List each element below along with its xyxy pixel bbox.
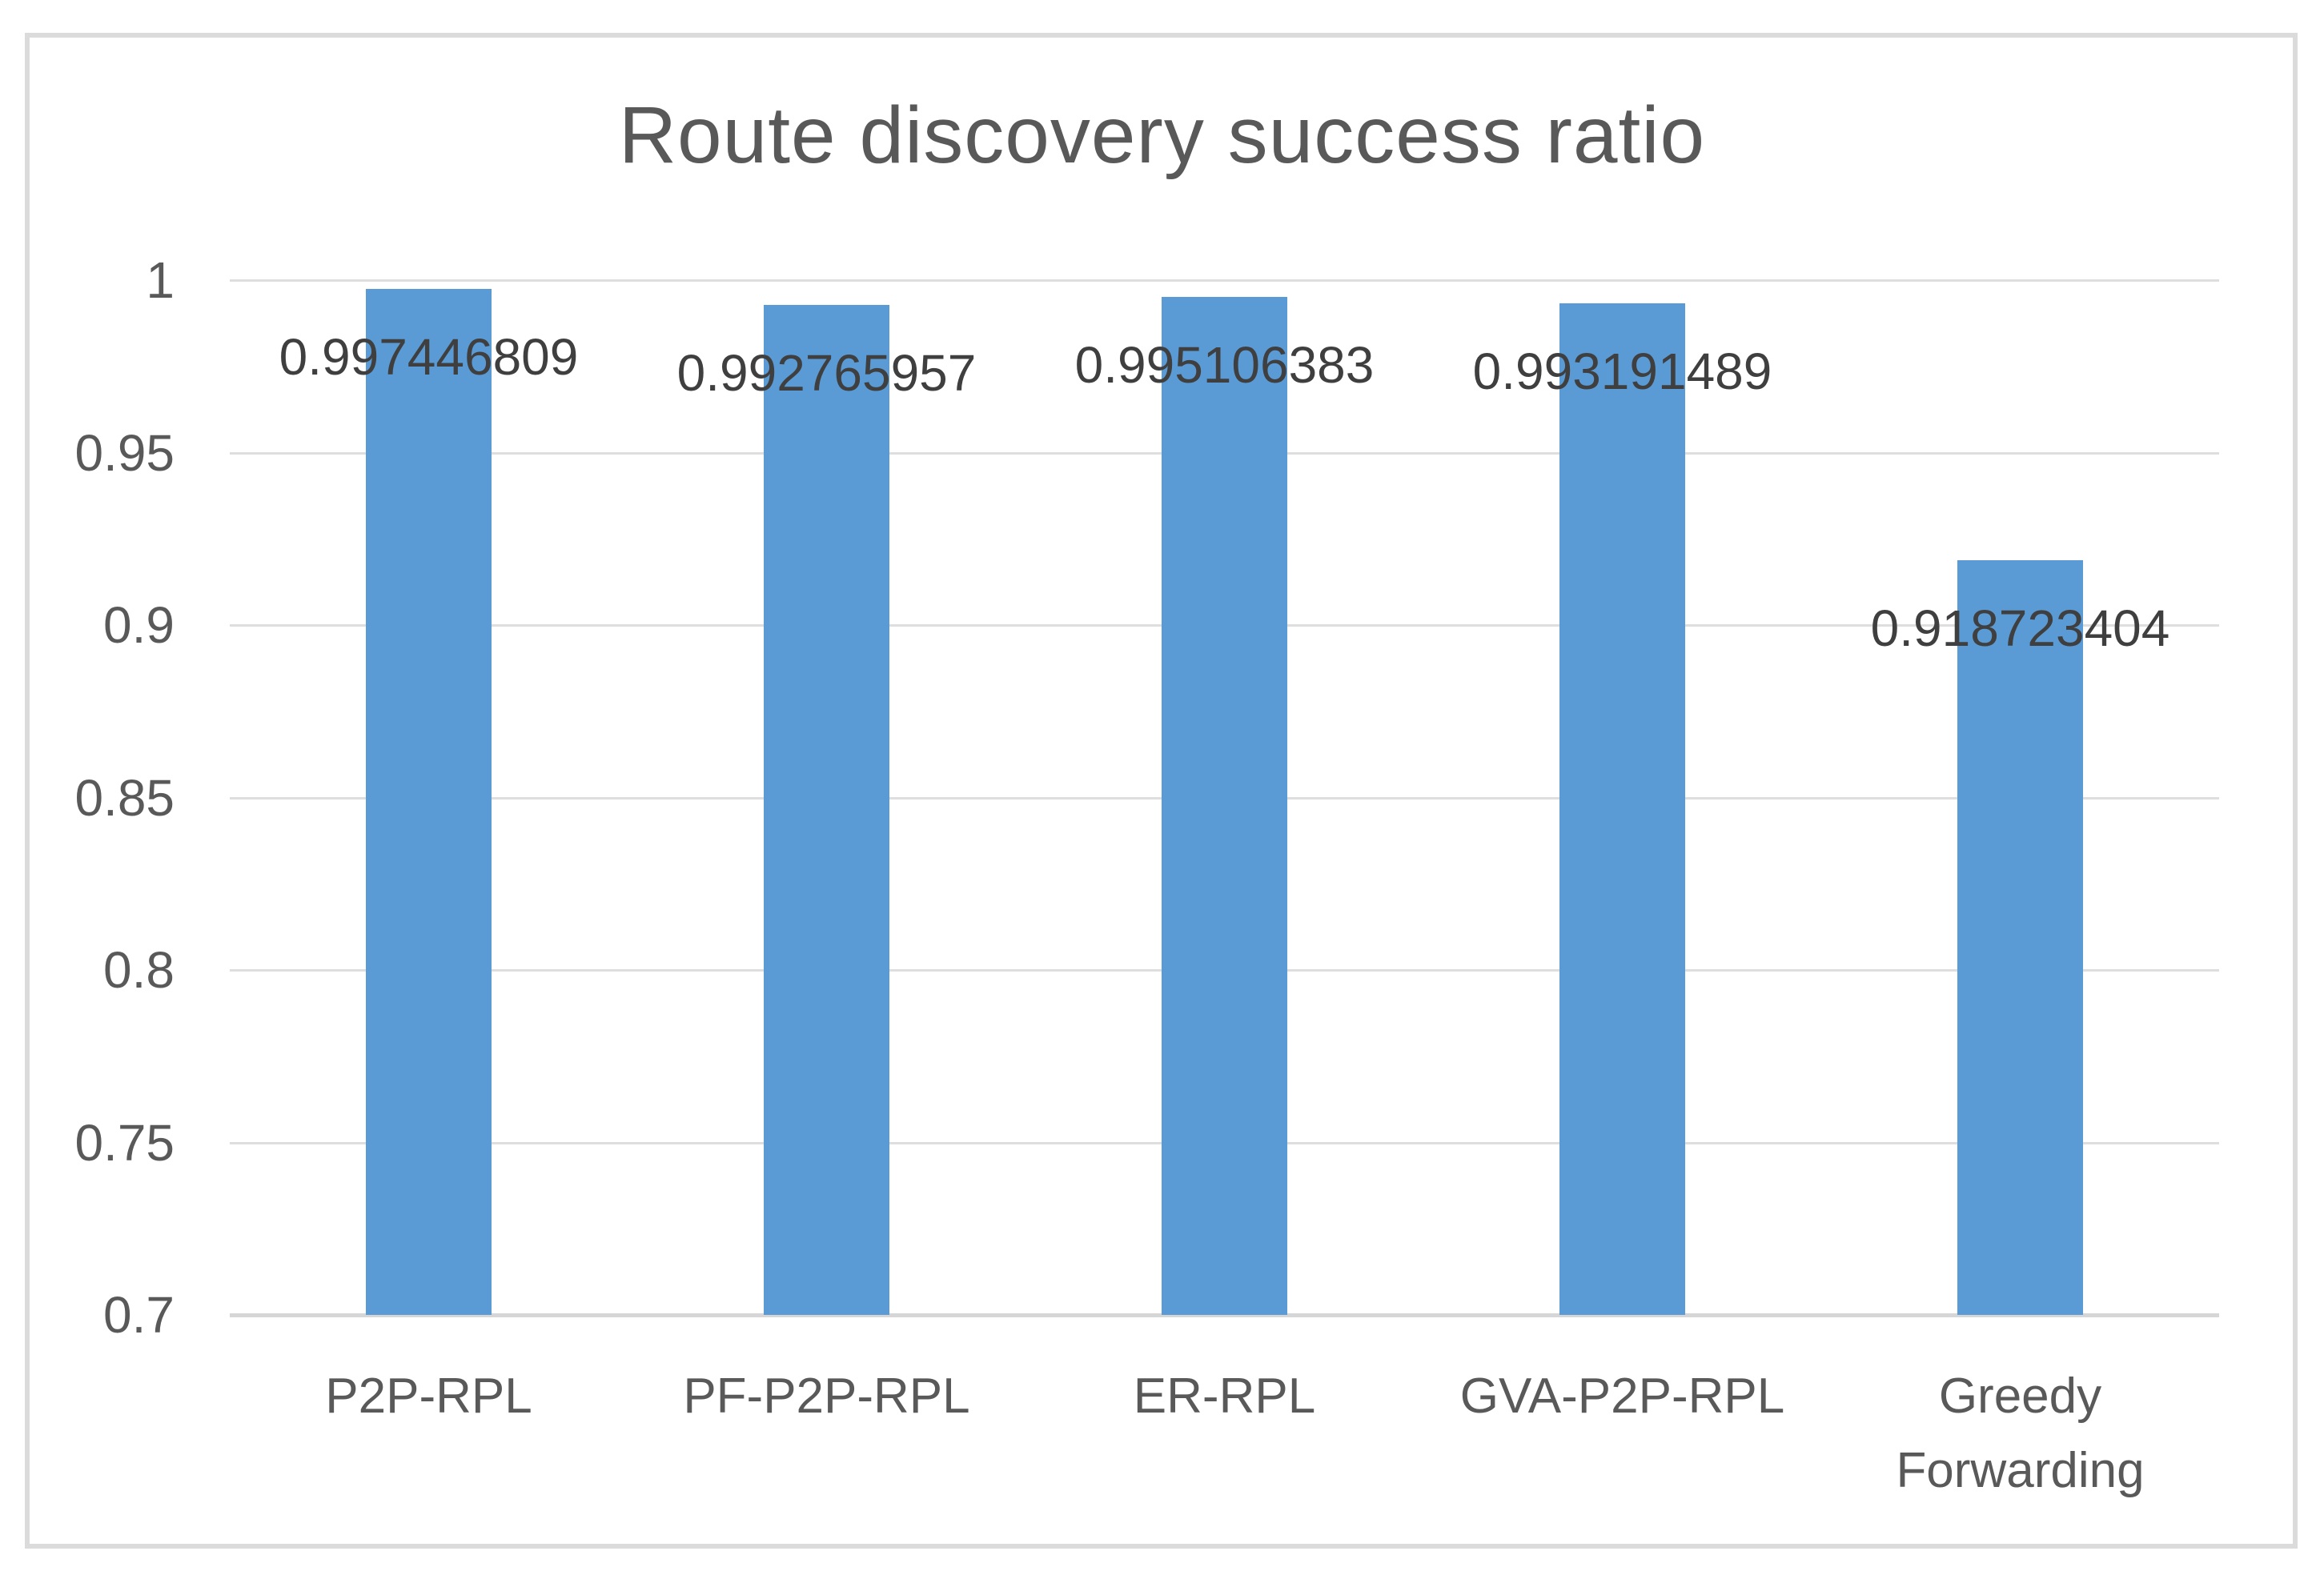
x-axis-category-label: P2P-RPL [325,1369,532,1424]
bar [366,289,492,1315]
y-axis-tick-label: 0.75 [74,1113,175,1172]
x-axis-line [230,1313,2219,1317]
y-axis-tick-label: 1 [146,251,175,309]
bar-value-label: 0.997446809 [279,328,579,386]
bar-value-label: 0.993191489 [1472,343,1772,401]
x-axis-category-label: ER-RPL [1133,1369,1316,1424]
bar-value-label: 0.995106383 [1074,336,1375,395]
bar [1162,297,1287,1315]
y-axis-tick-label: 0.9 [103,596,175,654]
bar [1957,560,2083,1315]
y-axis-tick-label: 0.7 [103,1286,175,1344]
bar [1559,303,1685,1315]
bar [764,305,889,1315]
y-axis-tick-label: 0.85 [74,768,175,827]
bar-value-label: 0.918723404 [1870,599,2170,658]
bar-value-label: 0.992765957 [676,344,977,403]
y-axis-tick-label: 0.95 [74,423,175,482]
y-axis-tick-label: 0.8 [103,941,175,999]
x-axis-category-label: GVA-P2P-RPL [1459,1369,1785,1424]
gridline [230,279,2219,282]
chart-title: Route discovery success ratio [618,90,1706,180]
x-axis-category-label: Greedy Forwarding [1896,1369,2145,1498]
x-axis-category-label: PF-P2P-RPL [683,1369,970,1424]
